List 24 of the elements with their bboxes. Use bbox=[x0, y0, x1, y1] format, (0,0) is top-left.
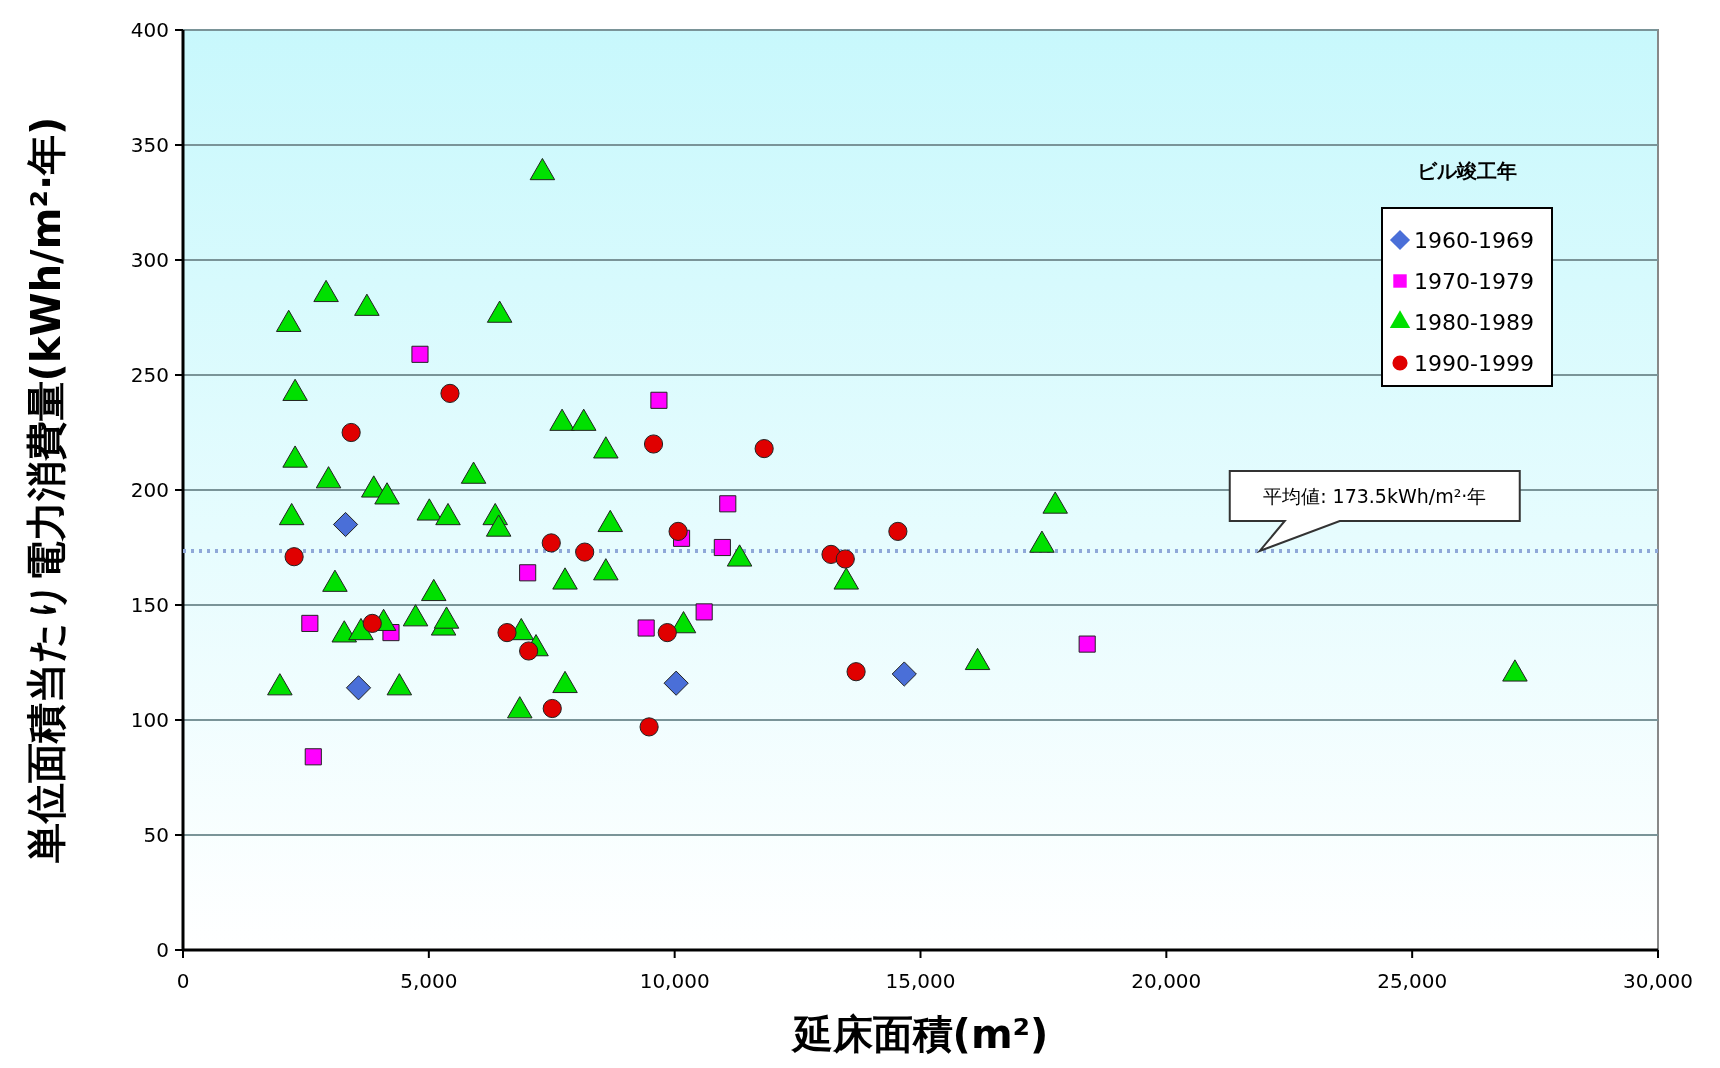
y-tick-label: 0 bbox=[156, 938, 169, 962]
x-tick-label: 25,000 bbox=[1377, 969, 1448, 993]
y-tick-label: 250 bbox=[130, 363, 169, 387]
y-tick-label: 300 bbox=[130, 248, 169, 272]
ref-line-label: 平均値: 173.5kWh/m²·年 bbox=[1263, 484, 1487, 507]
x-axis-title: 延床面積(m²) bbox=[789, 1011, 1049, 1057]
legend-label: 1960-1969 bbox=[1414, 227, 1534, 253]
legend-label: 1990-1999 bbox=[1414, 350, 1534, 376]
x-tick-label: 5,000 bbox=[400, 969, 458, 993]
x-tick-label: 30,000 bbox=[1623, 969, 1693, 993]
y-axis-title: 単位面積当たり電力消費量(kWh/m²·年) bbox=[23, 116, 69, 864]
x-tick-label: 20,000 bbox=[1131, 969, 1202, 993]
x-tick-label: 15,000 bbox=[885, 969, 956, 993]
legend-label: 1970-1979 bbox=[1414, 268, 1534, 294]
legend-label: 1980-1989 bbox=[1414, 309, 1534, 335]
y-tick-label: 150 bbox=[130, 593, 169, 617]
x-tick-label: 10,000 bbox=[639, 969, 710, 993]
legend-title: ビル竣工年 bbox=[1417, 159, 1517, 183]
y-tick-label: 100 bbox=[130, 708, 169, 732]
y-tick-label: 350 bbox=[130, 133, 169, 157]
y-tick-label: 50 bbox=[143, 823, 169, 847]
y-tick-label: 400 bbox=[130, 18, 169, 42]
x-tick-label: 0 bbox=[176, 969, 190, 993]
y-tick-label: 200 bbox=[130, 478, 169, 502]
